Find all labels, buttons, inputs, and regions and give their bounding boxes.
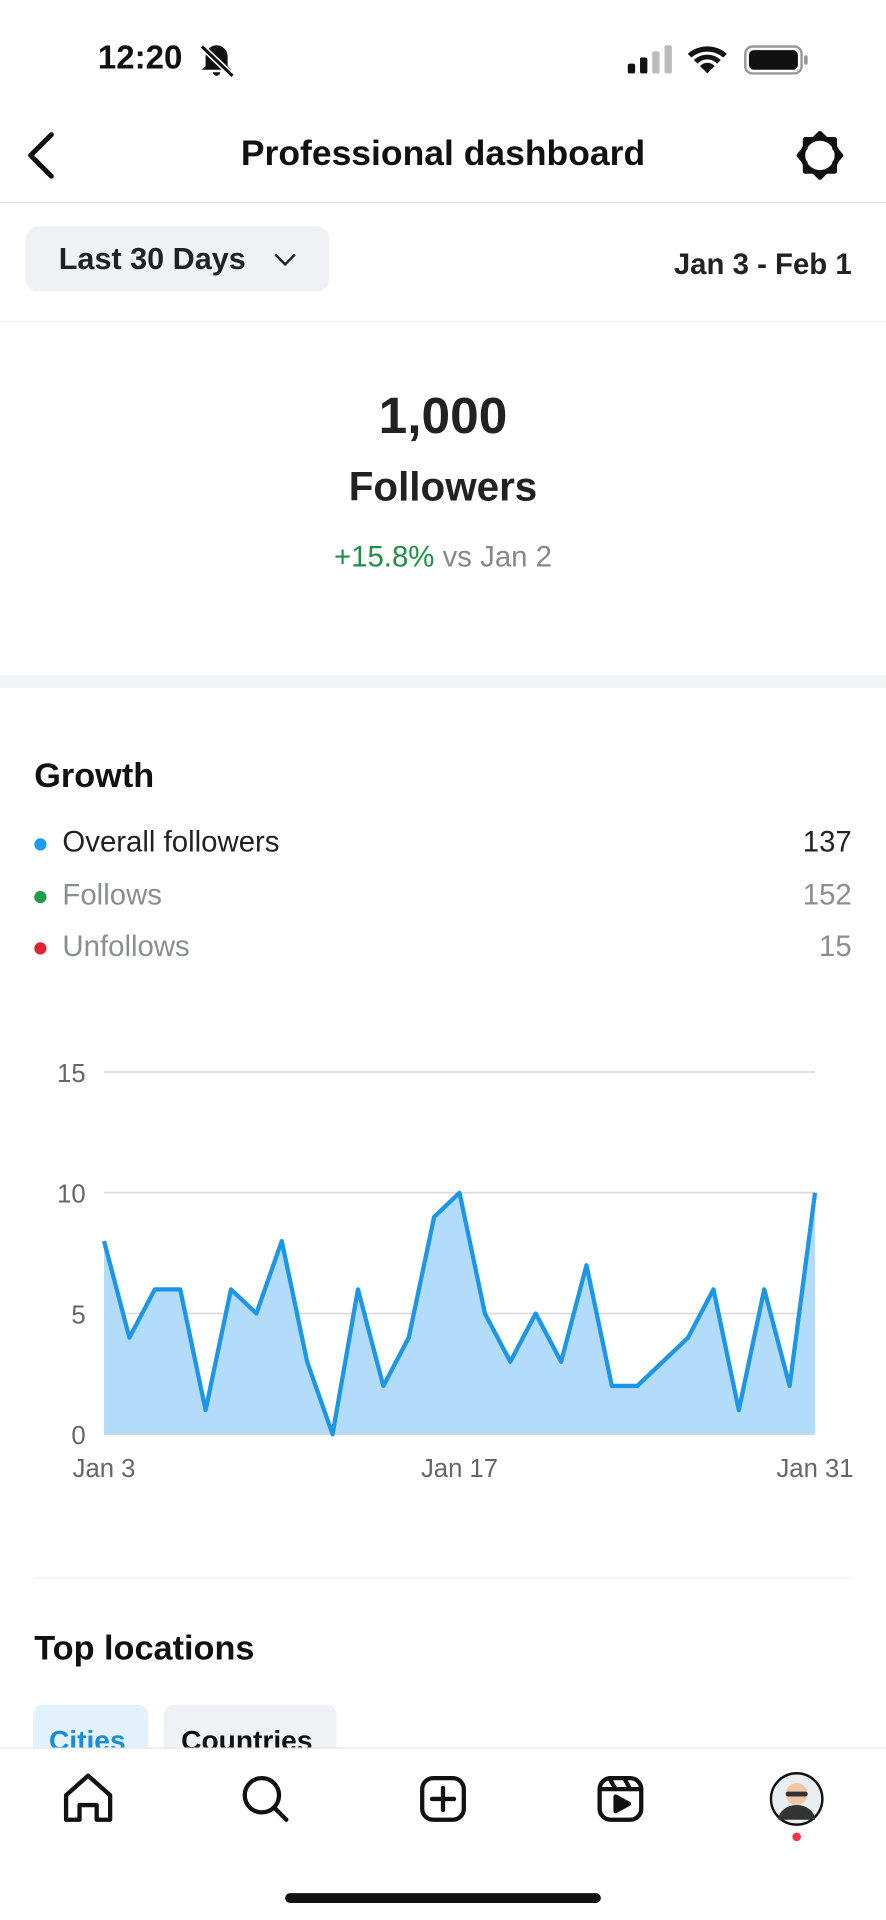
legend-value: 152 <box>802 878 852 912</box>
range-label: Last 30 Days <box>58 242 246 277</box>
divider <box>34 1577 852 1579</box>
legend-label: Overall followers <box>62 826 280 860</box>
y-tick-label: 5 <box>71 1301 85 1329</box>
y-tick-label: 0 <box>71 1422 85 1450</box>
search-icon[interactable] <box>242 1775 289 1822</box>
legend-dot <box>34 942 47 955</box>
dropdown-chevron <box>274 253 296 267</box>
header-title: Professional dashboard <box>240 134 646 174</box>
follower-count: 1,000 <box>378 386 508 445</box>
bottom-nav <box>0 1747 886 1920</box>
reels-icon[interactable] <box>597 1775 644 1822</box>
x-tick-label: Jan 31 <box>776 1455 853 1483</box>
divider <box>0 320 886 322</box>
area-fill <box>104 1192 816 1435</box>
area-line <box>101 1190 818 1437</box>
back-button[interactable] <box>22 130 59 181</box>
range-dropdown[interactable]: Last 30 Days <box>25 226 330 292</box>
legend-dot <box>34 890 47 903</box>
change-comparison: vs Jan 2 <box>442 540 552 574</box>
legend-label: Follows <box>62 878 162 912</box>
y-tick-label: 15 <box>57 1060 86 1088</box>
legend-value: 15 <box>819 930 852 964</box>
create-icon[interactable] <box>420 1775 466 1822</box>
growth-title: Growth <box>34 756 155 795</box>
settings-button[interactable] <box>793 128 847 182</box>
home-icon[interactable] <box>63 1773 113 1822</box>
follower-label: Followers <box>348 463 538 510</box>
locations-title: Top locations <box>34 1628 255 1667</box>
section-separator <box>0 675 886 688</box>
x-tick-label: Jan 3 <box>73 1455 136 1483</box>
x-tick-label: Jan 17 <box>421 1455 498 1483</box>
status-icons <box>627 45 808 75</box>
profile-avatar[interactable] <box>769 1772 824 1826</box>
legend-dot <box>34 838 47 851</box>
nav-icons <box>63 1772 824 1903</box>
change-value: +15.8% <box>333 540 435 574</box>
mute-icon <box>199 44 235 79</box>
divider <box>0 201 886 204</box>
legend-row: Unfollows 15 <box>34 930 852 967</box>
date-range: Jan 3 - Feb 1 <box>673 248 852 282</box>
legend-value: 137 <box>802 826 852 860</box>
status-time: 12:20 <box>97 39 183 76</box>
home-indicator <box>285 1893 601 1903</box>
growth-chart: 0 5 10 15 Jan 3 Jan 17 Jan 31 <box>57 1060 854 1483</box>
legend-label: Unfollows <box>62 930 190 964</box>
legend-row: Follows 152 <box>34 878 852 915</box>
change-line: +15.8% vs Jan 2 <box>0 541 886 575</box>
legend-row: Overall followers 137 <box>34 826 852 863</box>
notification-dot <box>792 1832 801 1842</box>
y-tick-label: 10 <box>57 1181 86 1209</box>
